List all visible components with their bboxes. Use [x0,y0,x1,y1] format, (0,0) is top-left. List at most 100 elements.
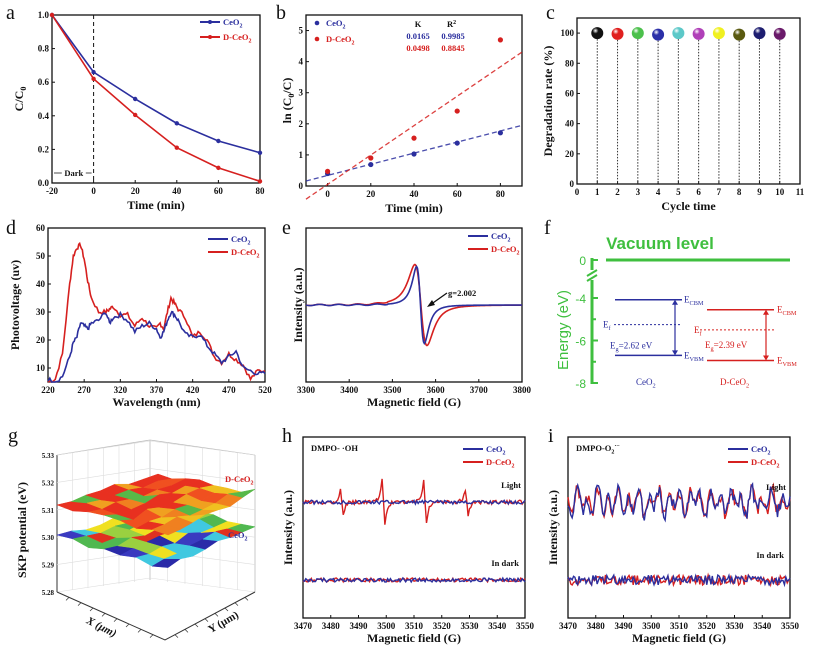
cycle-point [672,27,685,40]
y-tick-label: 0 [570,179,575,189]
data-point [454,140,460,146]
ceo2-label: CeO2 [636,377,656,390]
x-tick-label: 10 [775,187,785,197]
table-header-r2: R2 [447,19,456,29]
energy-tick-label: -4 [575,292,586,306]
y-tick-label: 20 [36,335,46,345]
data-point [133,112,138,118]
z-tick-label: 5.28 [42,589,55,597]
x-tick-label: 5 [676,187,681,197]
x-tick-label: 3800 [513,385,532,395]
data-point [497,130,503,136]
y-tick-label: 0.0 [38,178,50,188]
x-tick-label: 3540 [488,621,507,631]
data-point [216,165,221,171]
x-tick-label: 80 [256,186,266,196]
x-tick-label: 3530 [726,621,745,631]
data-point [91,76,96,82]
dark-label-bg [61,167,86,178]
x-tick-label: 3520 [698,621,717,631]
data-point [216,138,221,144]
x-tick [113,618,118,622]
cycle-point [611,27,624,40]
dceo2-vbm-label: EVBM [777,355,797,368]
panel-g-surface: 5.28 5.29 5.30 5.31 5.32 5.33 X (μm) Y (μm) SKP … [15,439,256,641]
data-point [133,96,138,102]
dark-label: In dark [756,550,784,560]
y-tick-label: 0.2 [38,144,50,154]
g-value-arrowhead [427,300,435,307]
legend-label: D-CeO2 [223,32,252,45]
arrowhead [763,309,769,315]
series-line-ceo2-dark [567,573,791,588]
legend-label: CeO2 [751,444,771,457]
y-axis-label: Intensity (a.u.) [281,490,295,565]
x-tick-label: 3510 [405,621,424,631]
x-tick-label: 420 [186,385,200,395]
cycle-point [733,28,746,41]
panel-i-chart: 3470 3480 3490 3500 3510 3520 3530 3540 3550 Magn… [546,436,800,645]
data-point [257,150,263,155]
x-tick-label: 0 [325,189,330,199]
data-point [497,37,503,43]
data-point [174,145,179,150]
dceo2-k-value: 0.0498 [406,43,429,53]
panel-d-letter: d [6,217,16,239]
x-tick-label: 20 [366,189,376,199]
y-tick-label: 5 [299,26,304,36]
z-tick-label: 5.30 [42,534,55,542]
dceo2-surface [56,473,256,536]
energy-tick-label: 0 [579,254,586,268]
y-tick-label: 0.8 [38,44,50,54]
fit-line-ceo2 [305,124,523,182]
x-tick-label: 3300 [297,385,316,395]
z-tick-label: 5.32 [42,479,55,487]
y-tick [224,607,229,612]
y-axis-label: ln (C0/C) [280,78,296,124]
surface-patch [228,488,256,498]
arrowhead [672,299,678,305]
data-point [257,179,263,184]
panel-c-chart: 0 1 2 3 4 5 6 7 8 9 10 11 0 20 40 60 80 100 Cycle time Degr… [541,17,805,213]
series-line-ceo2-light [302,499,526,506]
light-label: Light [501,480,521,490]
panel-g-letter: g [8,425,18,447]
x-tick-label: 9 [757,187,762,197]
x-tick-label: 3400 [340,385,359,395]
x-tick-label: 6 [696,187,701,197]
series-line-dceo2-dark [567,572,791,588]
grid-line [56,577,151,593]
series-line-ceo2 [305,265,523,345]
x-tick-label: 20 [131,186,141,196]
plot-frame [51,14,261,184]
x-tick-label: 40 [410,189,420,199]
panel-f-letter: f [544,217,551,239]
x-tick-label: 2 [615,187,620,197]
y-axis-label: C/C0 [12,87,28,112]
x-tick-label: 3500 [377,621,396,631]
y-tick-label: 2 [299,119,304,129]
x-tick-label: 60 [214,186,224,196]
y-tick-label: 20 [565,149,575,159]
legend-label: CeO2 [491,231,511,244]
data-point [49,12,55,18]
energy-axis-label: Energy (eV) [555,290,572,370]
ceo2-fermi-label: Ef [603,320,612,333]
series-line-dceo2 [47,241,266,383]
data-point [325,168,331,174]
y-tick-label: 10 [36,363,46,373]
plot-frame [305,227,523,383]
dark-label: Dark [64,168,83,178]
legend-label: D-CeO2 [491,244,520,257]
x-tick-label: 3470 [294,621,313,631]
legend-marker [208,35,212,39]
x-tick-label: 520 [258,385,272,395]
table-header-k: K [415,19,422,29]
ceo2-k-value: 0.0165 [406,31,429,41]
x-tick-label: 3480 [322,621,341,631]
ceo2-surface-label: CeO2 [228,530,248,543]
y-axis-label: Degradation rate (%) [541,46,555,157]
legend-marker [314,36,320,42]
panel-i-letter: i [548,425,554,447]
